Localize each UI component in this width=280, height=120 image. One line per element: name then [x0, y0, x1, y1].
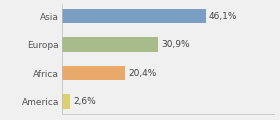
Bar — [62, 9, 206, 23]
Bar — [62, 94, 70, 109]
Text: 20,4%: 20,4% — [129, 69, 157, 78]
Bar — [62, 37, 158, 52]
Text: 30,9%: 30,9% — [162, 40, 190, 49]
Text: 46,1%: 46,1% — [209, 12, 237, 21]
Text: 2,6%: 2,6% — [73, 97, 95, 106]
Bar — [62, 66, 125, 81]
